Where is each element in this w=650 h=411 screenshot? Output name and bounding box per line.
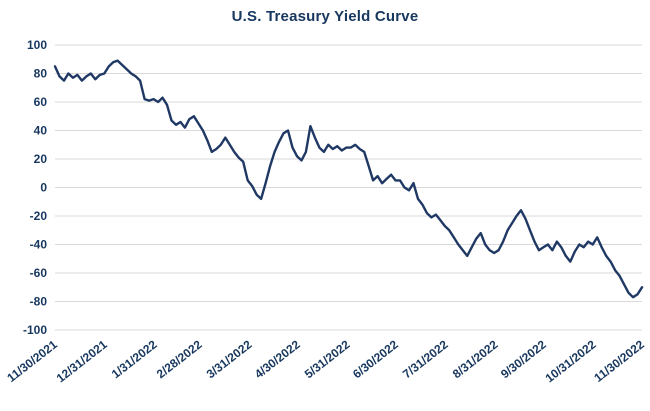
x-axis-tick-label: 7/31/2022 xyxy=(400,337,451,381)
y-axis-tick-label: -80 xyxy=(30,295,48,309)
y-axis-tick-label: 40 xyxy=(34,124,48,138)
x-axis-tick-label: 5/31/2022 xyxy=(302,337,353,381)
y-axis-tick-label: 60 xyxy=(34,95,48,109)
y-axis-tick-label: -20 xyxy=(30,209,48,223)
x-axis-tick-label: 11/30/2022 xyxy=(591,337,647,385)
y-axis-tick-label: 80 xyxy=(34,67,48,81)
y-axis-tick-label: 20 xyxy=(34,152,48,166)
x-axis-tick-label: 3/31/2022 xyxy=(204,337,255,381)
x-axis-tick-label: 12/31/2021 xyxy=(54,337,110,385)
x-axis-tick-label: 9/30/2022 xyxy=(498,337,549,381)
x-axis-tick-label: 2/28/2022 xyxy=(154,337,205,381)
y-axis-tick-label: -60 xyxy=(30,266,48,280)
x-axis-tick-label: 6/30/2022 xyxy=(350,337,401,381)
chart-title: U.S. Treasury Yield Curve xyxy=(231,8,419,25)
x-axis-tick-label: 10/31/2022 xyxy=(543,337,599,385)
x-axis-tick-label: 4/30/2022 xyxy=(252,337,303,381)
x-axis-tick-label: 1/31/2022 xyxy=(109,337,160,381)
y-axis-tick-label: 0 xyxy=(40,181,47,195)
chart-plot-area: 100 80 60 40 20 0 -20 -40 -60 -80 -10011/30/202112… xyxy=(4,38,647,385)
y-axis-tick-label: -40 xyxy=(30,238,48,252)
x-axis-tick-label: 8/31/2022 xyxy=(450,337,501,381)
yield-curve-series-line xyxy=(53,59,644,299)
y-axis-tick-label: -100 xyxy=(23,323,47,337)
x-axis-tick-label: 11/30/2021 xyxy=(4,337,60,385)
y-axis-tick-label: 100 xyxy=(27,38,47,52)
